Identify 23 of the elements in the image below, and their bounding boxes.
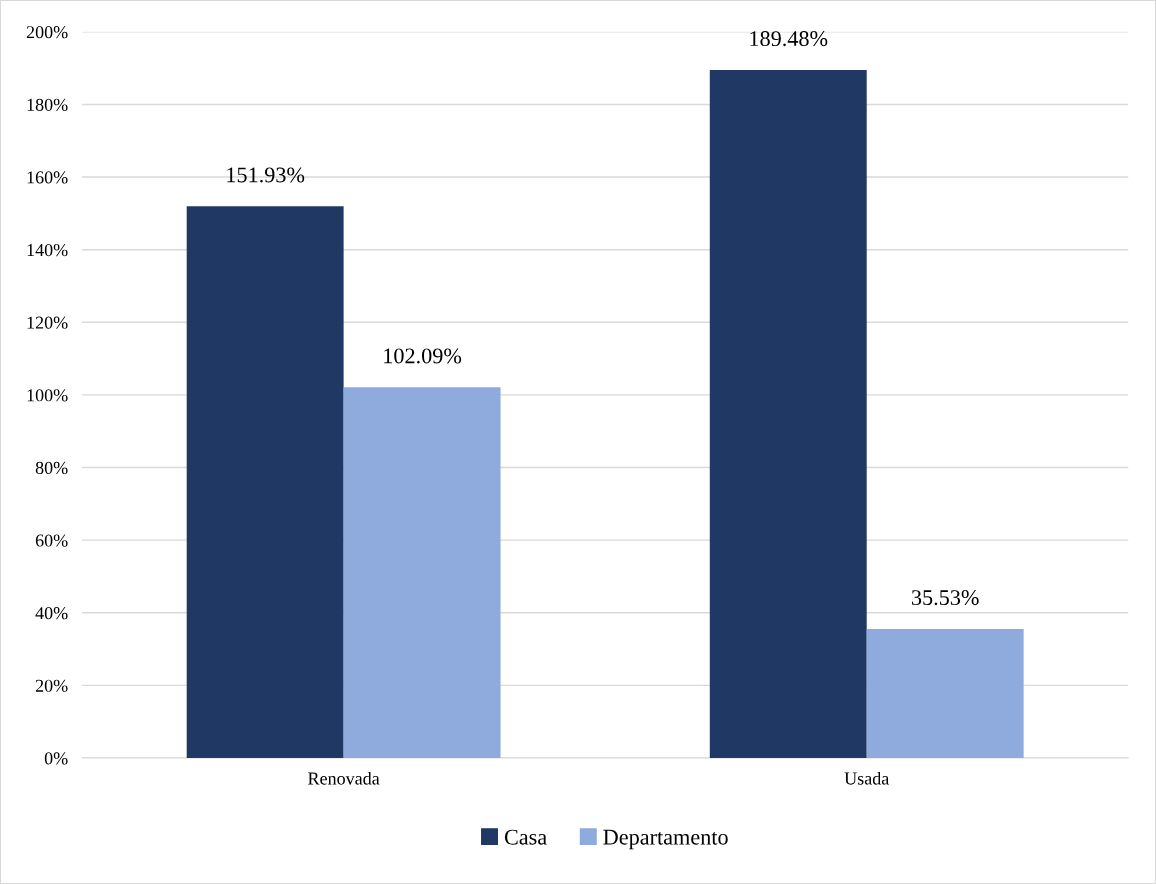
legend-label: Departamento bbox=[603, 829, 728, 850]
bar bbox=[866, 629, 1024, 759]
data-label: 189.48% bbox=[750, 31, 828, 47]
y-tick-label: 40% bbox=[35, 607, 68, 620]
bar bbox=[186, 206, 344, 759]
x-tick-label: Renovada bbox=[308, 771, 380, 785]
y-tick-label: 120% bbox=[27, 316, 68, 329]
data-label: 35.53% bbox=[911, 590, 979, 606]
y-tick-label: 0% bbox=[44, 752, 68, 765]
data-label: 102.09% bbox=[384, 348, 462, 364]
y-tick-label: 160% bbox=[27, 171, 68, 184]
data-label: 151.93% bbox=[227, 167, 305, 183]
y-tick-label: 100% bbox=[27, 389, 68, 402]
y-tick-label: 20% bbox=[35, 679, 68, 692]
y-tick-label: 60% bbox=[35, 534, 68, 547]
y-tick-label: 200% bbox=[26, 26, 68, 39]
y-tick-label: 180% bbox=[27, 98, 68, 111]
y-tick-label: 140% bbox=[27, 243, 68, 257]
legend-label: Casa bbox=[504, 829, 547, 845]
bar bbox=[343, 387, 501, 759]
bar bbox=[709, 70, 867, 759]
y-tick-label: 80% bbox=[35, 461, 68, 475]
x-tick-label: Usada bbox=[844, 771, 890, 785]
